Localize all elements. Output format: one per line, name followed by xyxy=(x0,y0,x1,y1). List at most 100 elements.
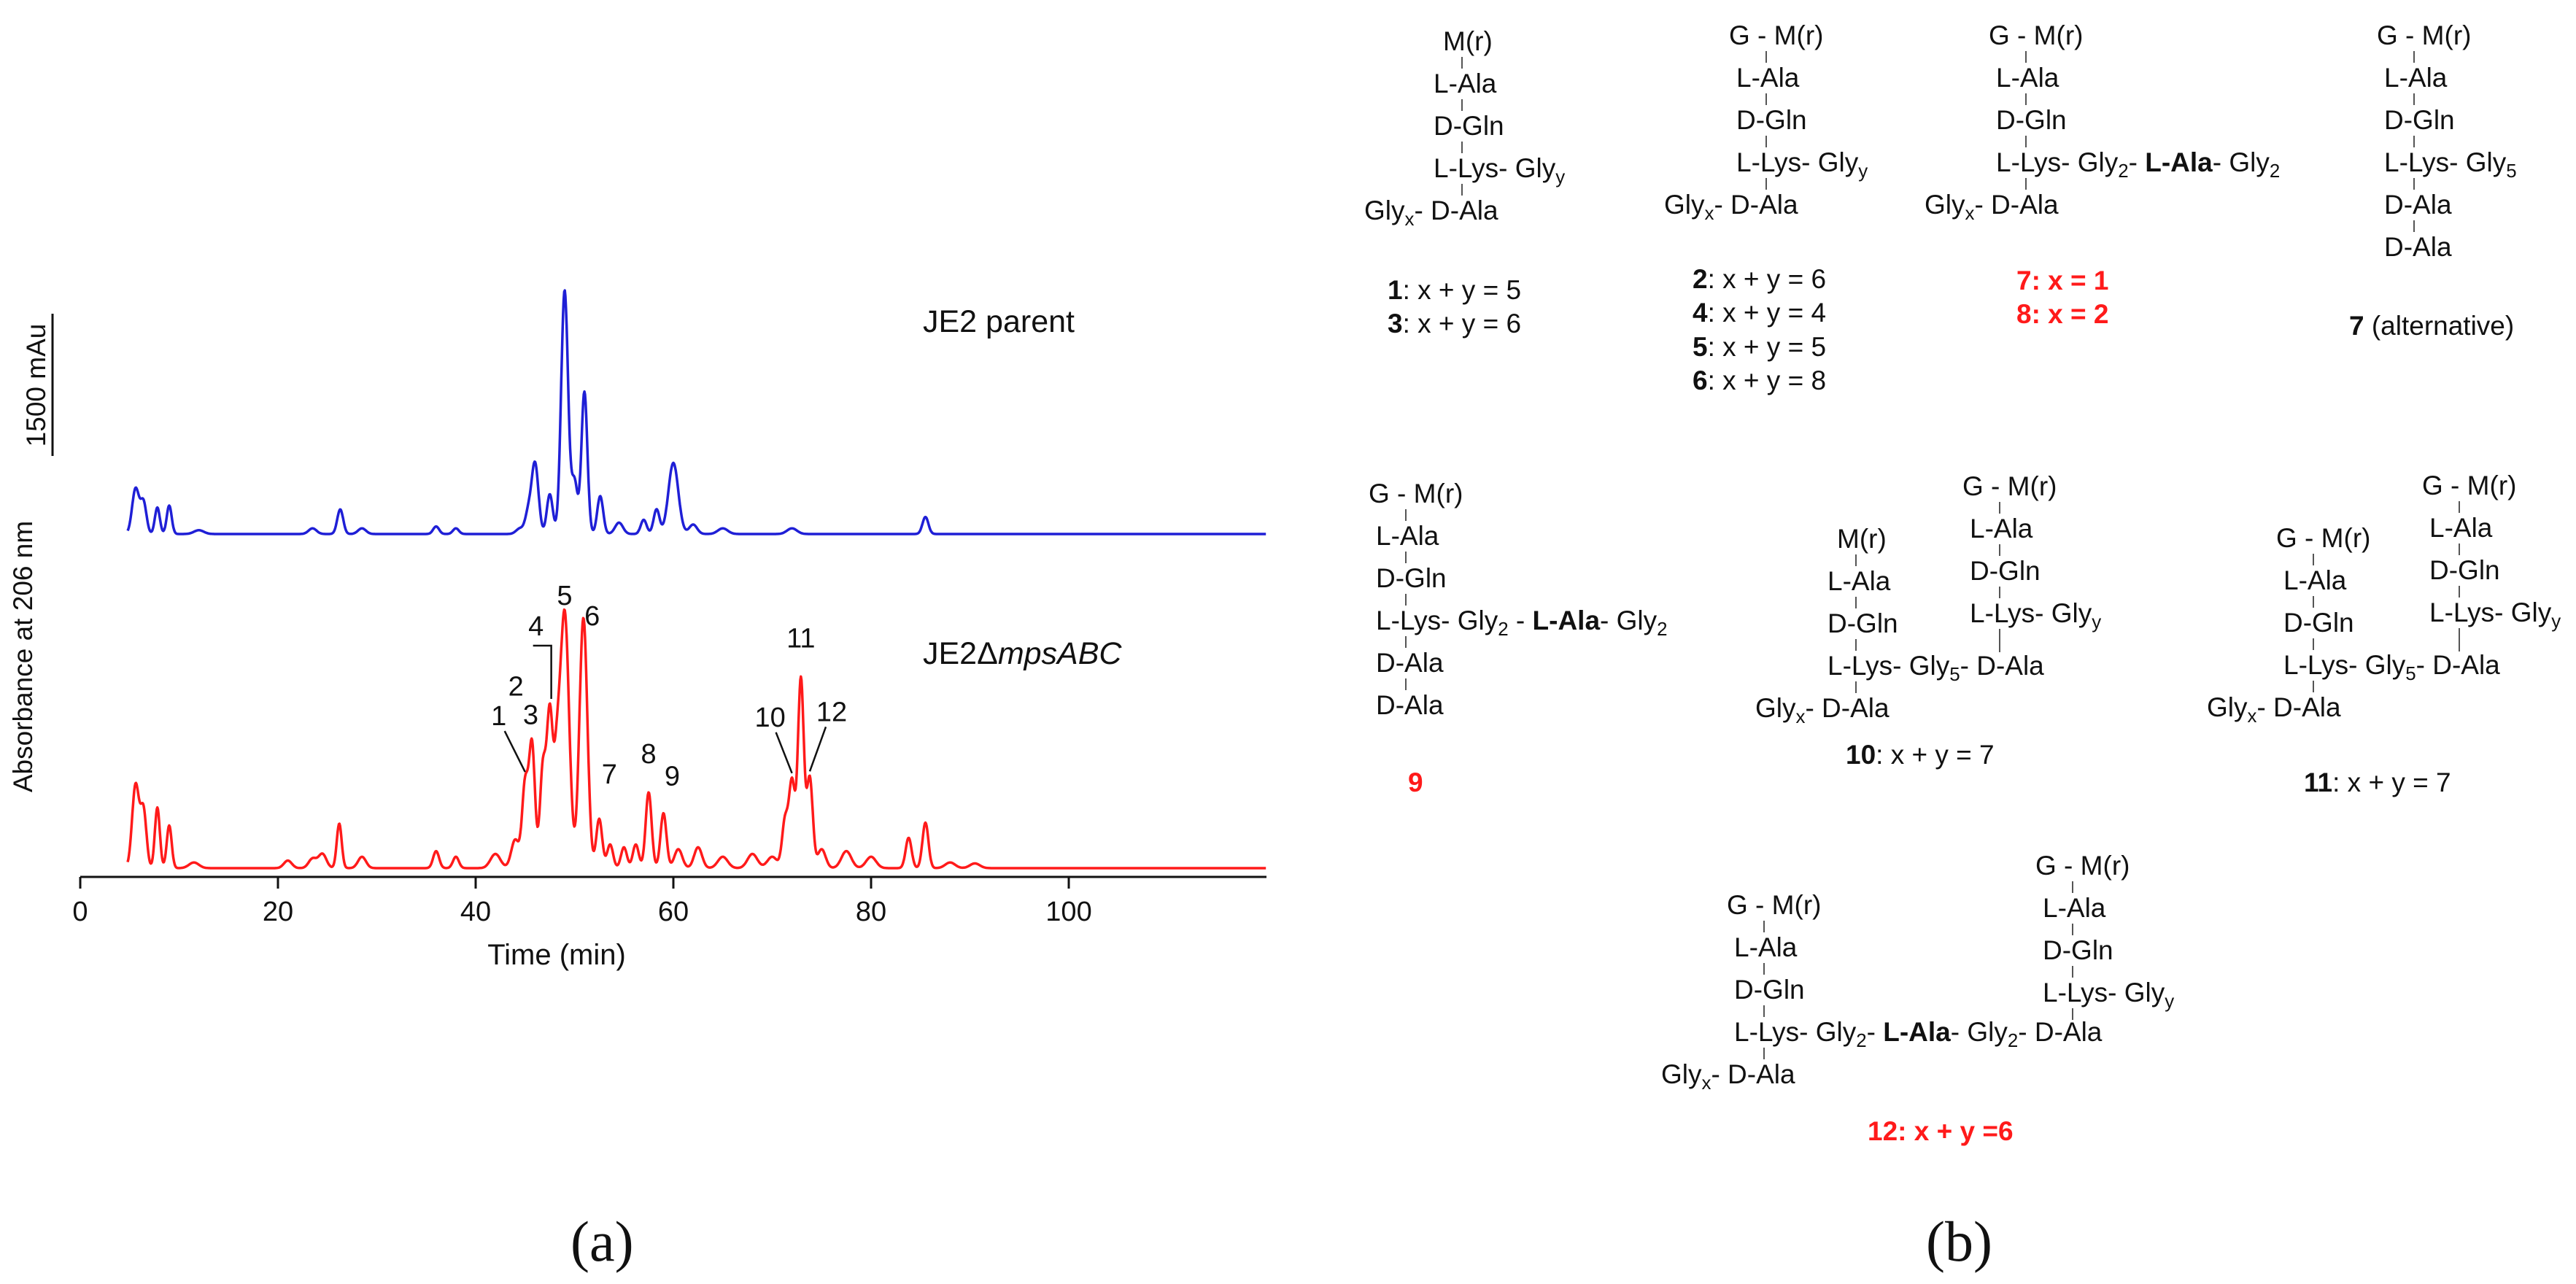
l-ala-label: L-Ala xyxy=(1434,69,1497,98)
d-gln-label: D-Gln xyxy=(1736,105,1807,135)
caption-2-4-5-6: 2: x + y = 6 4: x + y = 4 5: x + y = 5 6… xyxy=(1693,264,1827,395)
peak-label-10: 10 xyxy=(754,703,785,733)
d-gln-label: D-Gln xyxy=(1996,105,2067,135)
l-lys-label: L-Lys- Glyy xyxy=(1434,153,1566,187)
d-gln-label: D-Gln xyxy=(2043,935,2113,965)
d-ala-label: D-Ala xyxy=(1376,648,1444,678)
l-lys-bridge-crosslink-label: L-Lys- Gly2- L-Ala- Gly2- D-Ala xyxy=(1734,1017,2103,1051)
peak-leader-4 xyxy=(533,644,552,699)
structure-12: G - M(r) L-Ala D-Gln L-Lys- Gly2- L-Ala-… xyxy=(1661,846,2200,1124)
peak-label-1: 1 xyxy=(491,701,506,732)
l-ala-label: L-Ala xyxy=(1736,63,1800,93)
glcnac-muramyl-label: G - M(r) xyxy=(2377,20,2472,50)
scale-bar-label: 1500 mAu xyxy=(21,324,51,447)
d-gln-label: D-Gln xyxy=(1734,975,1805,1005)
gly-x-d-ala-label: Glyx- D-Ala xyxy=(1661,1059,1795,1094)
l-ala-label: L-Ala xyxy=(1376,521,1439,551)
gly-x-d-ala-label: Glyx- D-Ala xyxy=(1755,693,1890,727)
peak-label-3: 3 xyxy=(523,700,538,731)
glcnac-muramyl-label-right: G - M(r) xyxy=(2422,471,2517,500)
peak-label-11: 11 xyxy=(786,623,815,654)
d-gln-label: D-Gln xyxy=(1434,111,1504,141)
l-lys-crosslink-label: L-Lys- Gly5- D-Ala xyxy=(2283,650,2500,684)
peak-label-8: 8 xyxy=(641,739,657,770)
l-lys-label: L-Lys- Gly5 xyxy=(2384,147,2517,182)
panel-label-b: (b) xyxy=(1926,1210,1992,1273)
d-gln-label: D-Gln xyxy=(1970,556,2041,586)
peak-label-6: 6 xyxy=(584,601,600,632)
caption-11: 11: x + y = 7 xyxy=(2304,767,2451,797)
peak-label-4: 4 xyxy=(528,611,544,642)
l-lys-bridge-label: L-Lys- Gly2 - L-Ala- Gly2 xyxy=(1376,606,1668,640)
peak-label-5: 5 xyxy=(557,581,572,611)
l-lys-label: L-Lys- Glyy xyxy=(2429,597,2561,632)
caption-9: 9 xyxy=(1408,767,1423,797)
l-ala-label: L-Ala xyxy=(1827,566,1891,596)
structure-11: G - M(r) L-Ala D-Gln L-Lys- Gly5- D-Ala … xyxy=(2203,471,2568,733)
structure-2-4-5-6: G - M(r) L-Ala D-Gln L-Lys- Glyy Glyx- D… xyxy=(1660,16,1952,235)
structure-7-8: G - M(r) L-Ala D-Gln L-Lys- Gly2- L-Ala-… xyxy=(1925,16,2340,235)
caption-10: 10: x + y = 7 xyxy=(1846,740,1995,770)
series-label-mutant: JE2ΔmpsABC xyxy=(923,636,1122,671)
structure-1-3: M(r) L-Ala D-Gln L-Lys- Glyy Glyx- D-Ala xyxy=(1364,22,1656,241)
d-gln-label: D-Gln xyxy=(1376,563,1447,593)
l-ala-label: L-Ala xyxy=(2384,63,2448,93)
peak-leader-10 xyxy=(775,732,793,774)
chromatogram-chart: 1500 mAu Absorbance at 206 nm JE2 parent… xyxy=(8,289,1267,971)
structure-7-alternative: G - M(r) L-Ala D-Gln L-Lys- Gly5 D-Ala D… xyxy=(2320,16,2561,264)
caption-7-alternative: 7 (alternative) xyxy=(2349,311,2515,341)
l-lys-crosslink-label: L-Lys- Gly5- D-Ala xyxy=(1827,651,2044,685)
gly-x-d-ala-label: Glyx- D-Ala xyxy=(1364,196,1498,230)
series-label-mutant-prefix: JE2Δ xyxy=(923,636,998,671)
x-axis-ticks: 0 20 40 60 80 100 xyxy=(72,877,1092,927)
gly-x-d-ala-label: Glyx- D-Ala xyxy=(1664,190,1798,224)
x-tick-label: 0 xyxy=(72,897,88,927)
l-lys-label: L-Lys- Glyy xyxy=(2043,978,2175,1012)
d-ala-label: D-Ala xyxy=(2384,190,2452,220)
glcnac-muramyl-label-right: G - M(r) xyxy=(2035,851,2130,881)
gly-x-d-ala-label: Glyx- D-Ala xyxy=(2207,692,2341,727)
glcnac-muramyl-label: G - M(r) xyxy=(1369,479,1463,508)
d-gln-label: D-Gln xyxy=(2384,105,2455,135)
peak-leader-1 xyxy=(503,730,526,773)
d-gln-label: D-Gln xyxy=(2283,608,2354,638)
structure-10: M(r) L-Ala D-Gln L-Lys- Gly5- D-Ala Glyx… xyxy=(1751,467,2159,730)
x-tick-label: 100 xyxy=(1045,897,1091,927)
glcnac-muramyl-label-left: G - M(r) xyxy=(2276,523,2371,553)
gly-x-d-ala-label: Glyx- D-Ala xyxy=(1925,190,2059,224)
glcnac-muramyl-label-right: G - M(r) xyxy=(1962,471,2057,501)
structure-9: G - M(r) L-Ala D-Gln L-Lys- Gly2 - L-Ala… xyxy=(1363,474,1713,737)
peak-label-12: 12 xyxy=(816,697,847,727)
x-axis-label: Time (min) xyxy=(487,939,626,971)
l-ala-label: L-Ala xyxy=(2043,893,2106,923)
y-axis-label: Absorbance at 206 nm xyxy=(8,521,38,792)
series-label-parent: JE2 parent xyxy=(923,304,1075,339)
trace-je2-mpsabc xyxy=(126,608,1267,870)
glcnac-muramyl-label: G - M(r) xyxy=(1729,20,1824,50)
peak-label-7: 7 xyxy=(602,759,617,790)
l-ala-label: L-Ala xyxy=(2429,513,2493,543)
l-ala-label: L-Ala xyxy=(1996,63,2059,93)
glcnac-muramyl-label: G - M(r) xyxy=(1989,20,2084,50)
d-gln-label: D-Gln xyxy=(2429,555,2500,585)
l-lys-label: L-Lys- Glyy xyxy=(1736,147,1868,182)
d-ala-label: D-Ala xyxy=(2384,232,2452,262)
glcnac-muramyl-label-left: G - M(r) xyxy=(1727,890,1822,920)
caption-1-3: 1: x + y = 5 3: x + y = 6 xyxy=(1388,275,1522,339)
x-tick-label: 40 xyxy=(460,897,491,927)
muramyl-label: M(r) xyxy=(1443,26,1493,56)
trace-je2-parent xyxy=(126,289,1267,535)
x-tick-label: 80 xyxy=(856,897,886,927)
peak-label-2: 2 xyxy=(508,671,524,702)
panel-label-a: (a) xyxy=(570,1210,634,1273)
d-gln-label: D-Gln xyxy=(1827,608,1898,638)
l-lys-label: L-Lys- Glyy xyxy=(1970,598,2102,633)
x-tick-label: 20 xyxy=(263,897,293,927)
l-ala-label: L-Ala xyxy=(1970,514,2033,544)
caption-12: 12: x + y =6 xyxy=(1868,1116,2014,1146)
l-ala-label: L-Ala xyxy=(1734,932,1798,962)
peak-label-9: 9 xyxy=(665,762,680,792)
series-label-mutant-italic: mpsABC xyxy=(998,636,1123,671)
peak-leader-12 xyxy=(808,726,827,772)
